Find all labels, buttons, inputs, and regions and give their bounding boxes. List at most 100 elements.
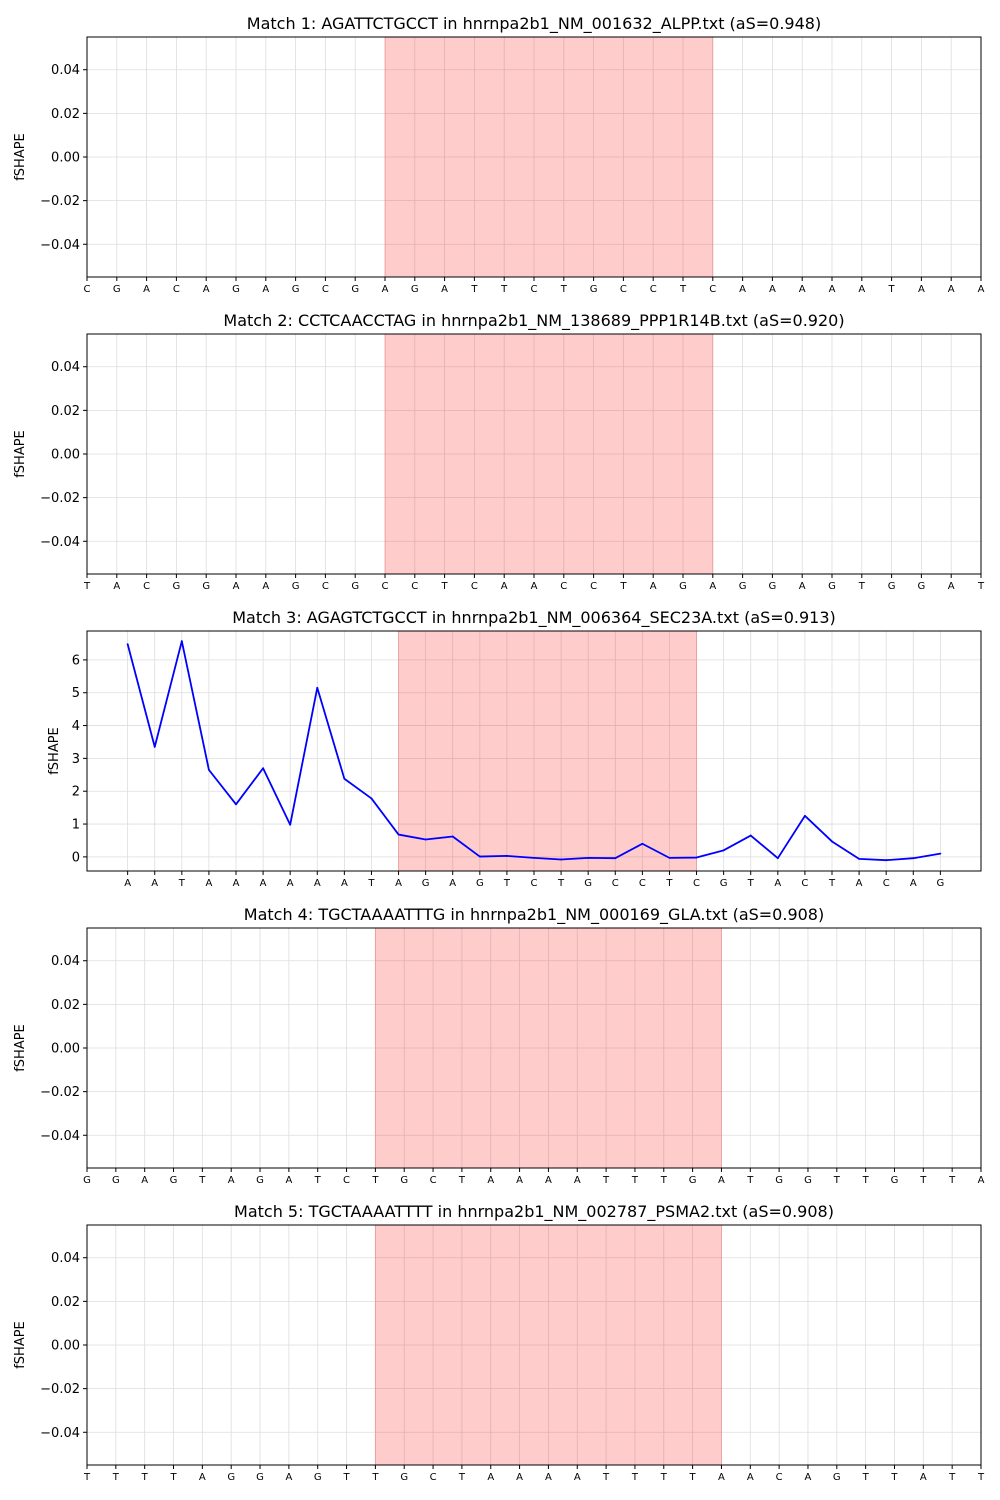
x-tick-label: T bbox=[862, 1472, 870, 1483]
y-tick-label: 0.02 bbox=[51, 404, 80, 419]
data-point bbox=[208, 768, 210, 771]
match-highlight bbox=[385, 334, 713, 574]
y-tick-label: 0.02 bbox=[51, 1295, 80, 1310]
x-tick-label: A bbox=[948, 581, 955, 592]
y-tick-label: 0.04 bbox=[51, 63, 80, 78]
subplot-3: 6 5 4 3 2 1 0 A A T A A A A A A T A G A G T C T G C C T C G T A C T A C A GfS… bbox=[47, 608, 982, 889]
x-tick-label: C bbox=[639, 878, 646, 889]
match-highlight bbox=[398, 631, 697, 871]
x-tick-label: A bbox=[228, 1175, 235, 1186]
x-tick-label: T bbox=[619, 581, 627, 592]
y-tick-label: 5 bbox=[72, 686, 80, 701]
y-axis-label: fSHAPE bbox=[13, 133, 28, 181]
data-point bbox=[343, 777, 346, 780]
subplot-title: Match 2: CCTCAACCTAG in hnrnpa2b1_NM_138… bbox=[223, 311, 844, 331]
x-tick-label: G bbox=[590, 284, 598, 295]
x-tick-label: G bbox=[804, 1175, 812, 1186]
x-tick-label: A bbox=[516, 1175, 523, 1186]
data-point bbox=[153, 745, 156, 748]
subplot-title: Match 5: TGCTAAAATTTT in hnrnpa2b1_NM_00… bbox=[234, 1202, 834, 1222]
x-tick-label: T bbox=[441, 581, 449, 592]
y-tick-label: 0 bbox=[72, 850, 80, 865]
x-tick-label: C bbox=[883, 878, 890, 889]
x-tick-label: G bbox=[292, 581, 300, 592]
x-tick-label: T bbox=[919, 1175, 927, 1186]
x-tick-label: G bbox=[739, 581, 747, 592]
x-tick-label: A bbox=[805, 1472, 812, 1483]
data-point bbox=[722, 849, 725, 852]
subplot-4: 0.04 0.02 0.00 −0.02 −0.04 G G A G T A G A T C T G C T A A A A… bbox=[13, 905, 985, 1186]
subplot-title: Match 1: AGATTCTGCCT in hnrnpa2b1_NM_001… bbox=[247, 14, 821, 34]
x-tick-label: C bbox=[801, 878, 808, 889]
x-tick-label: T bbox=[557, 878, 565, 889]
x-tick-label: T bbox=[141, 1472, 149, 1483]
y-tick-label: −0.02 bbox=[40, 1382, 80, 1397]
y-tick-label: 0.02 bbox=[51, 107, 80, 122]
data-point bbox=[912, 857, 915, 860]
data-point bbox=[397, 833, 400, 836]
y-axis-label: fSHAPE bbox=[47, 727, 62, 775]
x-tick-label: A bbox=[918, 284, 925, 295]
x-tick-label: G bbox=[833, 1472, 841, 1483]
x-tick-label: A bbox=[141, 1175, 148, 1186]
x-tick-label: G bbox=[83, 1175, 91, 1186]
x-tick-label: C bbox=[590, 581, 597, 592]
data-point bbox=[180, 640, 183, 643]
x-tick-label: C bbox=[84, 284, 91, 295]
data-point bbox=[858, 857, 860, 860]
x-tick-label: A bbox=[233, 878, 240, 889]
x-tick-label: A bbox=[650, 581, 657, 592]
data-point bbox=[749, 834, 752, 837]
x-tick-label: T bbox=[660, 1175, 668, 1186]
x-tick-label: C bbox=[531, 878, 538, 889]
x-tick-label: G bbox=[113, 284, 121, 295]
x-tick-label: A bbox=[799, 581, 806, 592]
x-tick-label: G bbox=[400, 1472, 408, 1483]
x-tick-label: A bbox=[287, 878, 294, 889]
x-tick-label: A bbox=[769, 284, 776, 295]
x-tick-label: T bbox=[367, 878, 375, 889]
y-tick-label: 0.00 bbox=[51, 1042, 80, 1057]
x-tick-label: T bbox=[631, 1472, 639, 1483]
data-point bbox=[885, 859, 888, 862]
data-point bbox=[533, 856, 535, 859]
x-tick-label: A bbox=[531, 581, 538, 592]
data-point bbox=[451, 835, 454, 838]
y-tick-label: −0.04 bbox=[40, 1129, 80, 1144]
x-tick-label: G bbox=[888, 581, 896, 592]
y-tick-label: −0.02 bbox=[40, 491, 80, 506]
subplot-5: 0.04 0.02 0.00 −0.02 −0.04 T T T T A G G A G T T G C T A A A A… bbox=[13, 1202, 985, 1483]
x-tick-label: G bbox=[679, 581, 687, 592]
x-tick-label: A bbox=[948, 284, 955, 295]
y-axis-label: fSHAPE bbox=[13, 1024, 28, 1072]
x-tick-label: T bbox=[631, 1175, 639, 1186]
x-tick-label: A bbox=[314, 878, 321, 889]
y-tick-label: −0.04 bbox=[40, 535, 80, 550]
x-tick-label: G bbox=[689, 1175, 697, 1186]
x-tick-label: T bbox=[858, 581, 866, 592]
x-tick-label: C bbox=[411, 581, 418, 592]
x-tick-label: T bbox=[500, 284, 508, 295]
y-tick-label: 6 bbox=[72, 653, 80, 668]
x-tick-label: C bbox=[322, 581, 329, 592]
x-tick-label: C bbox=[143, 581, 150, 592]
x-tick-label: A bbox=[124, 878, 131, 889]
x-tick-label: C bbox=[560, 581, 567, 592]
x-tick-label: T bbox=[470, 284, 478, 295]
x-tick-label: C bbox=[693, 878, 700, 889]
subplot-title: Match 4: TGCTAAAATTTG in hnrnpa2b1_NM_00… bbox=[244, 905, 824, 925]
x-tick-label: C bbox=[382, 581, 389, 592]
y-axis-label: fSHAPE bbox=[13, 1321, 28, 1369]
x-tick-label: A bbox=[487, 1175, 494, 1186]
data-point bbox=[939, 852, 942, 855]
subplot-2: 0.04 0.02 0.00 −0.02 −0.04 T A C G G A A G C G C C T C A A C C… bbox=[13, 311, 985, 592]
x-tick-label: A bbox=[151, 878, 158, 889]
y-tick-label: 2 bbox=[72, 785, 80, 800]
x-tick-label: T bbox=[458, 1175, 466, 1186]
x-tick-label: G bbox=[584, 878, 592, 889]
y-axis-label: fSHAPE bbox=[13, 430, 28, 478]
x-tick-label: G bbox=[891, 1175, 899, 1186]
x-tick-label: A bbox=[718, 1472, 725, 1483]
x-tick-label: A bbox=[574, 1175, 581, 1186]
